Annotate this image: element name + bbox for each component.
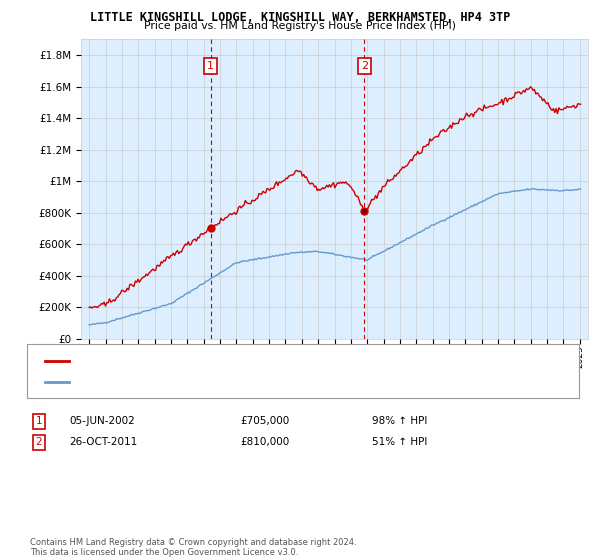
Text: 26-OCT-2011: 26-OCT-2011 xyxy=(69,437,137,447)
Bar xyxy=(211,39,364,339)
Text: 98% ↑ HPI: 98% ↑ HPI xyxy=(372,416,427,426)
Text: £705,000: £705,000 xyxy=(240,416,289,426)
Text: 05-JUN-2002: 05-JUN-2002 xyxy=(69,416,135,426)
Text: LITTLE KINGSHILL LODGE, KINGSHILL WAY, BERKHAMSTED, HP4 3TP: LITTLE KINGSHILL LODGE, KINGSHILL WAY, B… xyxy=(90,11,510,24)
Text: LITTLE KINGSHILL LODGE, KINGSHILL WAY, BERKHAMSTED, HP4 3TP (detached house): LITTLE KINGSHILL LODGE, KINGSHILL WAY, B… xyxy=(75,357,482,366)
Text: Price paid vs. HM Land Registry's House Price Index (HPI): Price paid vs. HM Land Registry's House … xyxy=(144,21,456,31)
Text: 1: 1 xyxy=(207,61,214,71)
Text: £810,000: £810,000 xyxy=(240,437,289,447)
Text: 2: 2 xyxy=(35,437,43,447)
Text: Contains HM Land Registry data © Crown copyright and database right 2024.
This d: Contains HM Land Registry data © Crown c… xyxy=(30,538,356,557)
Text: 51% ↑ HPI: 51% ↑ HPI xyxy=(372,437,427,447)
Text: 1: 1 xyxy=(35,416,43,426)
Text: 2: 2 xyxy=(361,61,368,71)
Text: HPI: Average price, detached house, Dacorum: HPI: Average price, detached house, Daco… xyxy=(75,378,295,387)
